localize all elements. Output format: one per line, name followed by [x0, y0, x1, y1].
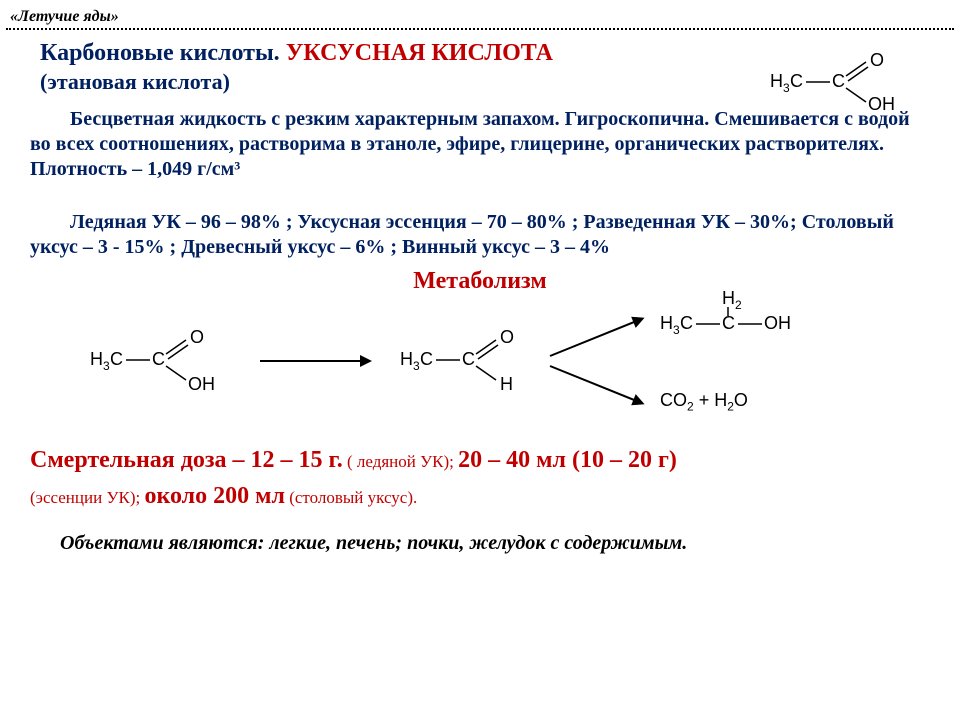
- co2-h2o: CO2 + H2O: [660, 390, 748, 414]
- svg-text:H: H: [722, 289, 735, 308]
- concentrations-paragraph: Ледяная УК – 96 – 98% ; Уксусная эссенци…: [30, 210, 930, 260]
- svg-text:H: H: [770, 71, 783, 91]
- lethal-dose: Смертельная доза – 12 – 15 г. ( ледяной …: [30, 442, 930, 514]
- lethal-5: около 200 мл: [144, 483, 284, 509]
- svg-text:OH: OH: [764, 313, 791, 333]
- lethal-2: ( ледяной УК);: [343, 452, 458, 471]
- svg-text:H: H: [90, 349, 103, 369]
- acetic-acid-mol: H 3 C C O OH: [90, 325, 230, 405]
- objects-paragraph: Объектами являются: легкие, печень; почк…: [30, 532, 930, 555]
- arrow-1: [260, 360, 370, 362]
- title-prefix: Карбоновые кислоты.: [40, 40, 286, 66]
- svg-text:3: 3: [103, 359, 110, 373]
- description-paragraph: Бесцветная жидкость с резким характерным…: [30, 107, 930, 182]
- svg-text:O: O: [870, 52, 884, 70]
- svg-text:3: 3: [413, 359, 420, 373]
- svg-text:C: C: [680, 313, 693, 333]
- svg-text:3: 3: [783, 81, 790, 95]
- ethanol-mol: H 3 C H 2 C OH: [660, 289, 860, 344]
- svg-text:H: H: [660, 313, 673, 333]
- svg-text:OH: OH: [188, 374, 215, 394]
- svg-text:O: O: [500, 327, 514, 347]
- svg-text:C: C: [832, 71, 845, 91]
- svg-text:3: 3: [673, 323, 680, 337]
- title-main: УКСУСНАЯ КИСЛОТА: [286, 40, 553, 66]
- arrow-up: [550, 318, 643, 357]
- svg-text:C: C: [152, 349, 165, 369]
- lethal-4: (эссенции УК);: [30, 488, 144, 507]
- svg-text:2: 2: [735, 298, 742, 312]
- svg-text:C: C: [790, 71, 803, 91]
- acetaldehyde-mol: H 3 C C O H: [400, 325, 540, 405]
- arrow-down: [550, 365, 643, 404]
- acetic-acid-formula: H 3 C C O OH: [770, 52, 920, 117]
- reaction-scheme: H 3 C C O OH H 3 C C O H: [60, 295, 900, 430]
- svg-text:H: H: [400, 349, 413, 369]
- svg-text:C: C: [110, 349, 123, 369]
- divider: [6, 28, 954, 30]
- svg-text:O: O: [190, 327, 204, 347]
- svg-text:OH: OH: [868, 94, 895, 112]
- svg-text:C: C: [420, 349, 433, 369]
- header-title: «Летучие яды»: [0, 0, 960, 28]
- lethal-6: (столовый уксус).: [285, 488, 417, 507]
- lethal-1: Смертельная доза – 12 – 15 г.: [30, 447, 343, 473]
- lethal-3: 20 – 40 мл (10 – 20 г): [458, 447, 677, 473]
- svg-text:C: C: [462, 349, 475, 369]
- svg-text:H: H: [500, 374, 513, 394]
